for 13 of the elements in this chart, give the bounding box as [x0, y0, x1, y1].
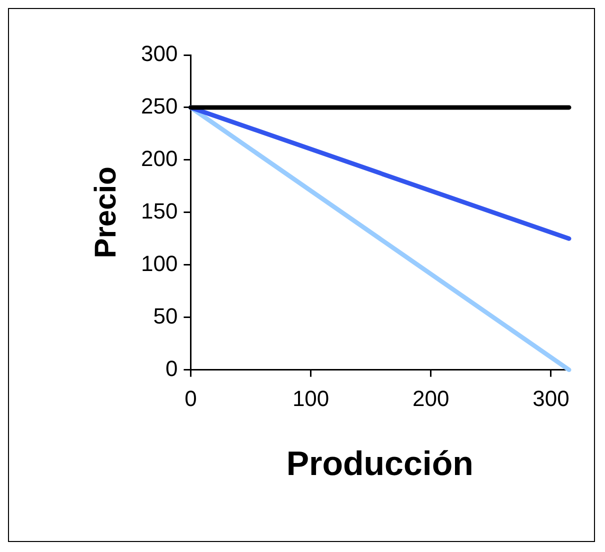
y-tick-label: 300: [140, 41, 178, 66]
y-tick-label: 100: [140, 250, 178, 276]
y-tick-label: 150: [140, 198, 178, 224]
y-tick-label: 200: [140, 146, 178, 171]
x-tick-label: 300: [532, 386, 570, 412]
x-tick-label: 0: [184, 386, 197, 412]
x-tick-label: 100: [292, 386, 330, 412]
x-tick-label: 200: [412, 386, 450, 412]
y-tick-label: 50: [153, 303, 178, 328]
x-axis-title: Producción: [286, 444, 474, 483]
y-tick-label: 0: [165, 356, 178, 381]
y-axis-title: Precio: [89, 166, 122, 258]
y-tick-label: 250: [140, 94, 178, 119]
